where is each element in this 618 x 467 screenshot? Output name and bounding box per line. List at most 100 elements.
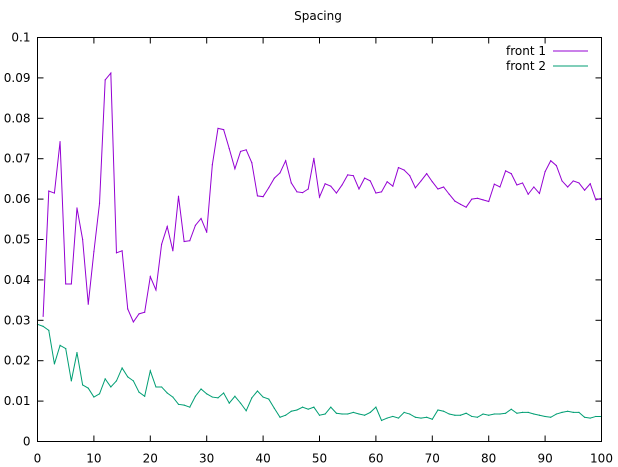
data-point-series-2 [115,380,118,382]
data-point-series-1 [589,183,591,185]
data-point-series-1 [268,187,270,189]
x-tick-label: 50 [312,452,327,466]
data-point-series-2 [245,410,247,412]
data-point-series-1 [437,188,439,190]
x-tick-label: 60 [368,452,383,466]
data-point-series-1 [420,180,422,182]
data-point-series-1 [414,187,416,189]
data-point-series-1 [364,177,366,179]
data-point-series-1 [301,192,304,194]
data-point-series-2 [375,406,377,408]
data-point-series-2 [403,411,405,414]
data-point-series-1 [98,202,101,204]
data-point-series-1 [82,238,84,241]
data-point-series-2 [510,408,512,410]
data-point-series-1 [324,183,326,185]
data-point-series-1 [527,193,529,195]
data-point-series-1 [194,224,197,226]
data-point-series-1 [234,168,236,170]
data-point-series-2 [465,412,467,414]
data-point-series-1 [555,164,557,167]
data-point-series-1 [358,188,360,190]
data-point-series-2 [76,352,78,354]
data-point-series-2 [364,414,366,416]
data-point-series-1 [386,181,388,183]
data-point-series-1 [166,225,168,228]
data-point-series-1 [499,186,501,188]
data-point-series-2 [578,411,580,414]
data-point-series-2 [48,329,50,331]
data-point-series-2 [104,378,106,380]
data-point-series-2 [296,409,298,411]
data-point-series-1 [144,311,146,313]
data-point-series-1 [228,148,230,150]
data-point-series-1 [482,199,484,201]
data-point-series-1 [538,192,541,195]
data-point-series-2 [482,413,484,415]
data-point-series-2 [454,414,456,416]
data-point-series-1 [285,160,287,162]
data-point-series-1 [76,207,78,209]
data-point-series-2 [330,406,332,408]
data-point-series-2 [352,411,354,414]
data-point-series-1 [516,184,518,186]
y-tick-label: 0.05 [4,233,31,247]
data-point-series-2 [200,388,202,390]
data-point-series-1 [318,196,321,198]
data-point-series-2 [589,417,591,419]
data-point-series-2 [380,419,383,422]
data-point-series-1 [149,276,151,278]
data-point-series-1 [578,182,580,184]
data-point-series-1 [380,191,383,193]
data-point-series-1 [239,150,242,153]
data-point-series-1 [87,303,89,305]
data-point-series-1 [448,193,450,195]
data-point-series-2 [392,415,394,418]
plot-frame [37,37,602,442]
data-point-series-1 [550,160,552,162]
data-point-series-2 [347,413,349,415]
data-point-series-1 [93,251,95,253]
data-point-series-1 [121,250,123,252]
data-point-series-2 [211,396,213,398]
data-point-series-1 [53,192,56,194]
x-tick-label: 40 [255,452,270,466]
data-point-series-2 [544,415,546,418]
data-point-series-2 [307,408,309,410]
data-point-series-2 [132,380,134,382]
data-point-series-1 [471,198,473,200]
x-tick-label: 0 [34,452,42,466]
data-point-series-1 [583,189,586,191]
data-point-series-2 [239,402,242,404]
data-point-series-2 [431,418,433,420]
data-point-series-2 [82,384,84,386]
data-point-series-2 [279,416,281,418]
data-point-series-1 [290,182,292,184]
data-point-series-1 [132,321,134,323]
data-point-series-1 [245,149,247,151]
data-point-series-2 [160,386,163,388]
data-point-series-2 [59,344,61,346]
x-tick-label: 90 [537,452,552,466]
data-point-series-2 [155,386,157,388]
data-point-series-1 [369,180,371,182]
data-point-series-1 [59,141,61,143]
y-tick-label: 0.01 [4,394,31,408]
data-point-series-1 [459,203,462,205]
data-point-series-1 [273,177,275,179]
data-point-series-2 [301,406,304,408]
data-point-series-1 [352,175,354,177]
data-point-series-2 [567,410,569,412]
data-point-series-2 [572,411,574,414]
data-point-series-2 [223,392,225,394]
data-point-series-1 [572,180,574,182]
x-tick-label: 70 [425,452,440,466]
data-point-series-2 [369,411,371,414]
data-point-series-2 [358,413,360,415]
data-point-series-1 [110,72,112,74]
data-point-series-1 [183,240,185,243]
series-line-2 [37,323,602,422]
data-point-series-2 [341,413,343,415]
data-point-series-1 [403,169,405,171]
